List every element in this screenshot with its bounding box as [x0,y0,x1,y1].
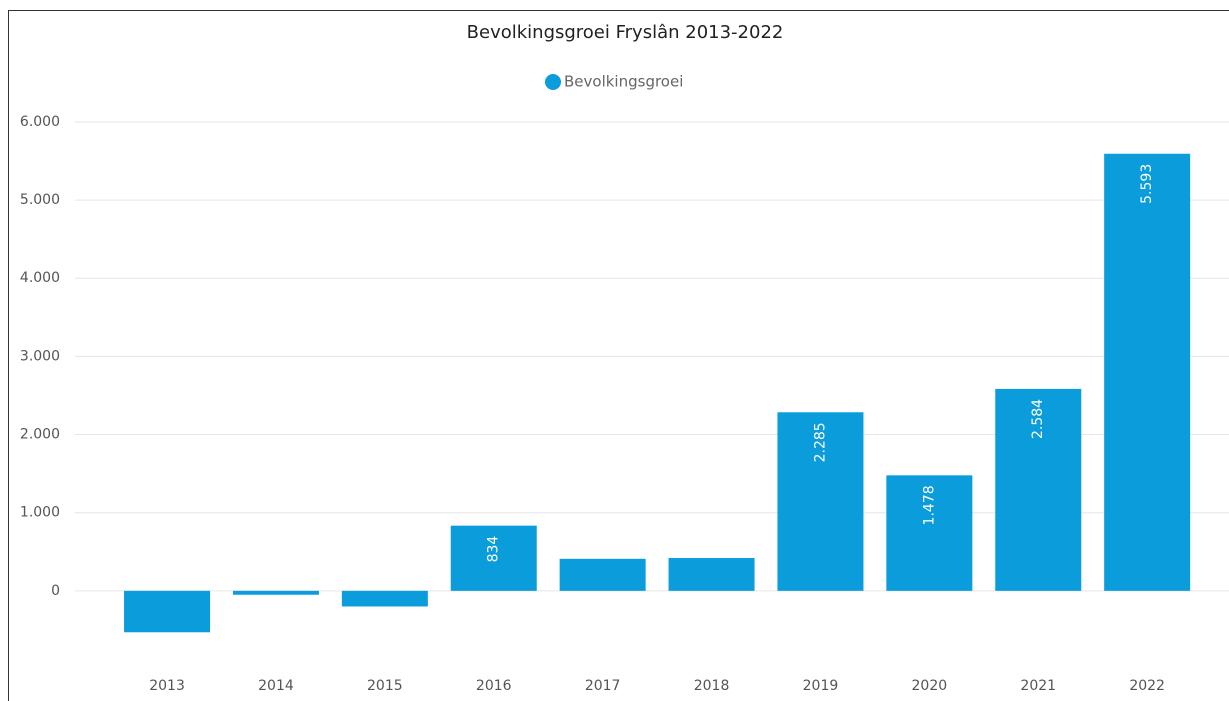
x-tick-label: 2022 [1129,678,1165,694]
data-label: 5.593 [1139,164,1155,204]
y-tick-label: 2.000 [20,427,60,443]
x-tick-label: 2018 [694,678,730,694]
bar [341,590,428,607]
y-tick-label: 6.000 [20,114,60,130]
bar [995,388,1082,591]
bar [124,590,211,633]
legend-swatch [545,74,561,90]
chart-title: Bevolkingsgroei Fryslân 2013-2022 [467,22,784,43]
y-tick-label: 3.000 [20,348,60,364]
bar [1104,153,1191,591]
x-tick-label: 2019 [803,678,839,694]
x-tick-label: 2015 [367,678,403,694]
x-tick-label: 2014 [258,678,294,694]
bar [559,558,646,591]
x-tick-label: 2021 [1020,678,1056,694]
data-label: 1.478 [921,485,937,525]
data-label: 2.285 [812,422,828,462]
x-tick-label: 2016 [476,678,512,694]
bar [886,475,973,591]
x-tick-label: 2013 [149,678,185,694]
y-tick-label: 1.000 [20,505,60,521]
data-label: 834 [486,536,502,563]
bar [450,525,537,591]
y-tick-label: 0 [51,583,60,599]
data-label: 2.584 [1030,399,1046,439]
bar [668,558,755,591]
y-tick-label: 5.000 [20,192,60,208]
bar [232,590,319,595]
x-tick-label: 2017 [585,678,621,694]
y-tick-label: 4.000 [20,270,60,286]
legend-label: Bevolkingsgroei [564,73,683,91]
x-tick-label: 2020 [912,678,948,694]
bar [777,412,864,591]
